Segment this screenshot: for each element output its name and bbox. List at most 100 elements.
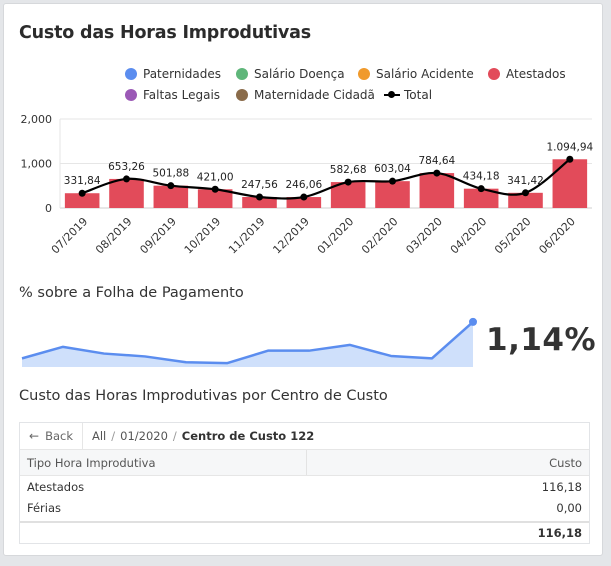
legend-item-salario-doenca[interactable]: Salário Doença (236, 67, 345, 81)
data-label: 1.094,94 (546, 141, 593, 153)
total-line (81, 158, 571, 200)
area-end-point (469, 317, 477, 326)
legend-item-paternidades[interactable]: Paternidades (125, 67, 221, 81)
breadcrumb-period[interactable]: 01/2020 (120, 429, 168, 443)
total-point (389, 177, 396, 185)
x-tick-label: 06/2020 (536, 215, 578, 257)
legend-label: Faltas Legais (143, 88, 221, 102)
legend-line-icon (384, 89, 400, 101)
arrow-left-icon: ← (29, 429, 40, 443)
y-tick-label: 0 (45, 202, 52, 215)
total-point (211, 185, 219, 193)
total-point (78, 189, 86, 197)
total-point (433, 169, 441, 177)
bar-line-chart: 0 1,000 2,000 331,84 653,26 501,88 421,00 247,5… (21, 113, 594, 257)
bar (508, 192, 543, 208)
percent-area-chart (21, 317, 477, 367)
report-card: Custo das Horas Improdutivas Paternidade… (3, 3, 603, 556)
y-tick-label: 1,000 (21, 158, 53, 171)
row-type: Atestados (27, 480, 85, 494)
legend-dot-icon (125, 89, 137, 101)
x-tick-label: 02/2020 (359, 215, 401, 257)
legend-item-total[interactable]: Total (384, 88, 432, 102)
bar (64, 193, 100, 208)
legend-dot-icon (125, 68, 137, 80)
legend-label: Total (404, 88, 433, 102)
data-label: 501,88 (152, 168, 189, 180)
data-label: 331,84 (64, 175, 101, 187)
data-label: 247,56 (241, 179, 278, 191)
column-divider (306, 450, 307, 475)
x-tick-label: 05/2020 (492, 215, 534, 257)
table-row[interactable]: Férias 0,00 (20, 498, 589, 519)
x-tick-label: 07/2019 (49, 215, 91, 257)
total-point (522, 189, 529, 197)
column-header-cost[interactable]: Custo (549, 456, 582, 470)
total-point (300, 193, 308, 201)
total-point (167, 182, 175, 190)
bar (552, 159, 588, 208)
table-row[interactable]: Atestados 116,18 (20, 477, 589, 498)
bar (375, 181, 410, 208)
legend-dot-icon (488, 68, 500, 80)
breadcrumb-separator: / (172, 429, 177, 443)
table-header: Tipo Hora Improdutiva Custo (20, 450, 589, 476)
legend-label: Salário Acidente (376, 67, 474, 81)
breadcrumb: ← Back All / 01/2020 / Centro de Custo 1… (20, 423, 589, 450)
bar (242, 196, 277, 208)
row-cost: 0,00 (556, 501, 582, 515)
total-point (123, 175, 130, 183)
total-point (566, 155, 574, 163)
x-tick-label: 10/2019 (182, 215, 224, 257)
back-button[interactable]: ← Back (20, 423, 83, 449)
total-point (256, 193, 263, 201)
data-label: 341,42 (507, 175, 544, 187)
table-section-title: Custo das Horas Improdutivas por Centro … (19, 388, 388, 404)
data-label: 653,26 (108, 161, 145, 173)
legend-dot-icon (358, 68, 370, 80)
bar (153, 185, 189, 208)
percent-value: 1,14% (486, 322, 597, 358)
legend-label: Paternidades (143, 67, 222, 81)
back-label: Back (45, 429, 73, 443)
x-tick-label: 01/2020 (315, 215, 357, 257)
bar (197, 189, 233, 208)
x-tick-label: 04/2020 (448, 215, 490, 257)
total-cost: 116,18 (537, 526, 582, 540)
data-label: 246,06 (285, 179, 322, 191)
cost-center-table: ← Back All / 01/2020 / Centro de Custo 1… (19, 422, 590, 544)
data-label: 582,68 (330, 164, 367, 176)
x-tick-label: 03/2020 (403, 215, 445, 257)
data-label: 421,00 (197, 171, 234, 183)
legend-item-atestados[interactable]: Atestados (488, 67, 566, 81)
data-label: 784,64 (418, 155, 455, 167)
legend-item-faltas-legais[interactable]: Faltas Legais (125, 88, 220, 102)
legend-dot-icon (236, 68, 248, 80)
x-tick-label: 09/2019 (137, 215, 179, 257)
bar (109, 178, 144, 208)
total-point (344, 178, 352, 186)
table-total-row: 116,18 (20, 521, 589, 545)
data-label: 434,18 (463, 171, 500, 183)
x-tick-label: 12/2019 (270, 215, 312, 257)
chart-title: Custo das Horas Improdutivas (19, 23, 311, 43)
total-point (477, 185, 485, 193)
breadcrumb-all[interactable]: All (91, 429, 107, 443)
bar (286, 197, 322, 208)
legend-dot-icon (236, 89, 248, 101)
area-fill (22, 321, 473, 367)
legend-item-salario-acidente[interactable]: Salário Acidente (358, 67, 474, 81)
legend-label: Maternidade Cidadã (254, 88, 375, 102)
row-type: Férias (27, 501, 62, 515)
legend-label: Salário Doença (254, 67, 345, 81)
data-label: 603,04 (374, 163, 411, 175)
bar (463, 188, 499, 208)
breadcrumb-current: Centro de Custo 122 (181, 429, 315, 443)
bar (419, 173, 455, 208)
column-header-type[interactable]: Tipo Hora Improdutiva (27, 456, 156, 470)
x-tick-label: 08/2019 (93, 215, 135, 257)
legend-label: Atestados (506, 67, 566, 81)
y-tick-label: 2,000 (21, 113, 53, 126)
legend-item-maternidade-cidada[interactable]: Maternidade Cidadã (236, 88, 375, 102)
x-tick-label: 11/2019 (226, 215, 268, 257)
